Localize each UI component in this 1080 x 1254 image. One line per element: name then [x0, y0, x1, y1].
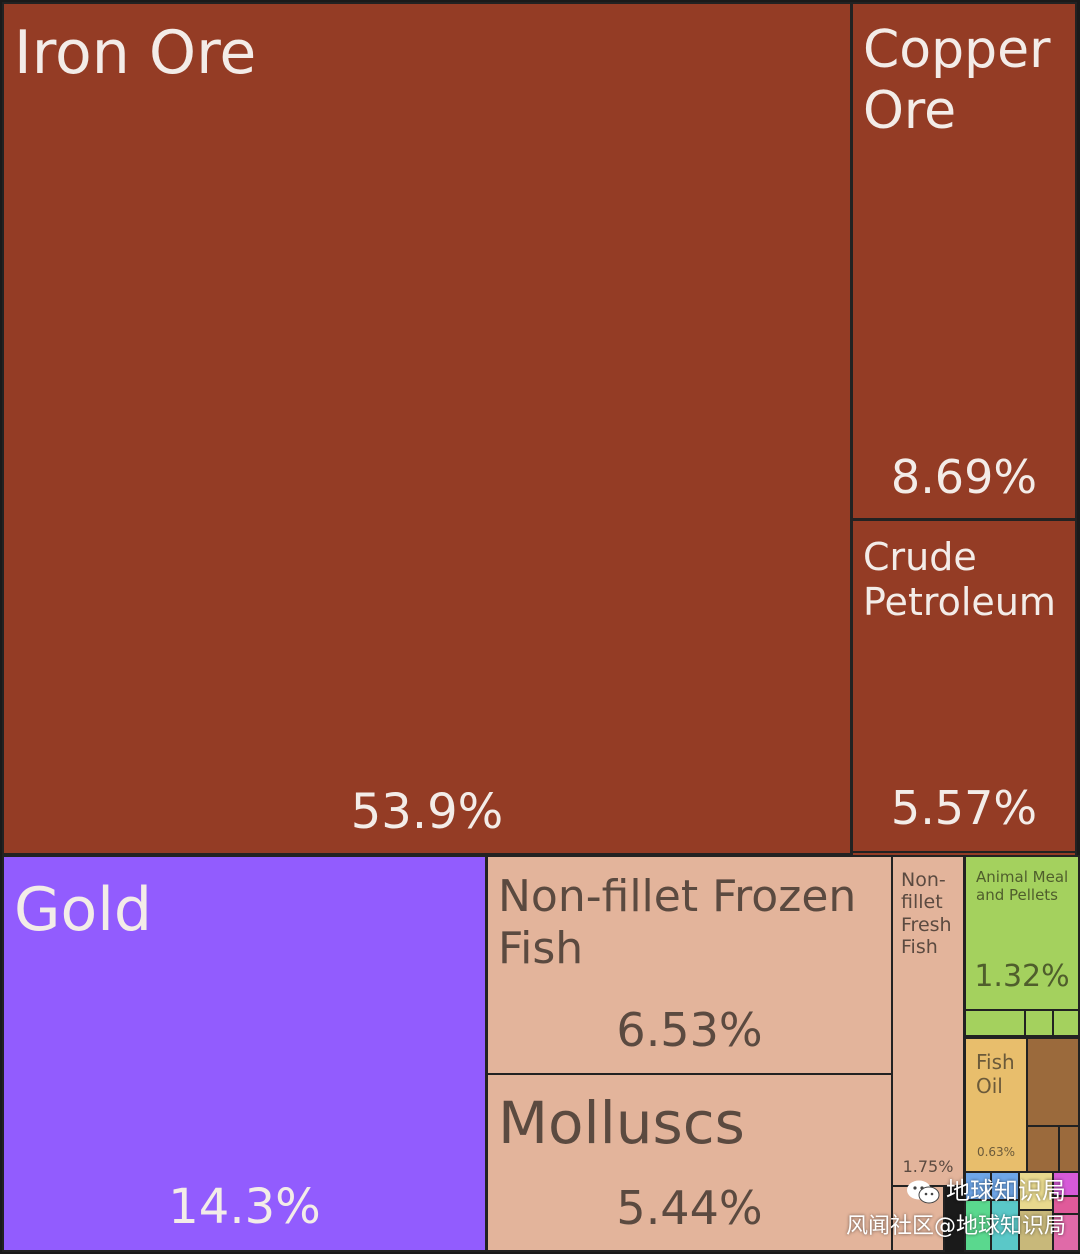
tile-animal-meal[interactable]: Animal Meal and Pellets 1.32%	[964, 855, 1080, 1011]
tile-percent: 0.63%	[976, 1145, 1016, 1159]
tile-label: Animal Meal and Pellets	[976, 868, 1069, 904]
watermark-line1: 地球知识局	[946, 1177, 1066, 1205]
tile-percent: 8.69%	[890, 450, 1038, 504]
tile-nonfillet-fresh-fish[interactable]: Non-fillet Fresh Fish 1.75%	[891, 855, 965, 1187]
tile-percent: 1.75%	[902, 1157, 954, 1176]
tile-label: Gold	[14, 875, 152, 945]
tile-food-small-1	[964, 1009, 1026, 1037]
tile-iron-ore[interactable]: Iron Ore 53.9%	[2, 2, 852, 855]
tile-percent: 53.9%	[350, 784, 504, 840]
tile-label: Non-fillet Fresh Fish	[901, 869, 952, 959]
tile-wood-3	[1058, 1125, 1080, 1173]
tile-label: Non-fillet Frozen Fish	[498, 871, 857, 974]
tile-label: Molluscs	[498, 1089, 745, 1157]
wechat-icon	[907, 1180, 940, 1204]
tile-fish-oil[interactable]: Fish Oil 0.63%	[964, 1037, 1028, 1173]
tile-misc-green	[964, 1199, 992, 1252]
tile-misc-teal	[990, 1199, 1020, 1252]
tile-percent: 5.57%	[890, 781, 1038, 835]
tile-label: Fish Oil	[976, 1050, 1015, 1098]
tile-wood-2	[1026, 1125, 1060, 1173]
tile-label: Copper Ore	[863, 20, 1051, 142]
tile-nonfillet-frozen-fish[interactable]: Non-fillet Frozen Fish 6.53%	[486, 855, 893, 1075]
tile-misc-blue-2	[990, 1171, 1020, 1201]
watermark-brand: 地球知识局	[846, 1171, 1066, 1206]
tile-percent: 6.53%	[616, 1003, 763, 1057]
tile-copper-ore[interactable]: Copper Ore 8.69%	[851, 2, 1077, 520]
tile-misc-pink	[1052, 1213, 1080, 1252]
tile-percent: 1.32%	[974, 959, 1070, 994]
tile-food-small-3	[1052, 1009, 1080, 1037]
tile-food-small-2	[1024, 1009, 1054, 1037]
tile-label: Iron Ore	[14, 18, 257, 88]
tile-wood-1	[1026, 1037, 1080, 1127]
tile-percent: 5.44%	[616, 1181, 763, 1235]
tile-percent: 14.3%	[168, 1179, 321, 1235]
watermark: 地球知识局 风闻社区@地球知识局	[846, 1171, 1066, 1240]
tile-molluscs[interactable]: Molluscs 5.44%	[486, 1073, 893, 1252]
tile-gold[interactable]: Gold 14.3%	[2, 855, 487, 1252]
watermark-line2: 风闻社区@地球知识局	[845, 1214, 1066, 1239]
tile-misc-cream-2	[1018, 1209, 1054, 1252]
tile-crude-petroleum[interactable]: Crude Petroleum 5.57%	[851, 519, 1077, 853]
tile-label: Crude Petroleum	[863, 535, 1056, 624]
